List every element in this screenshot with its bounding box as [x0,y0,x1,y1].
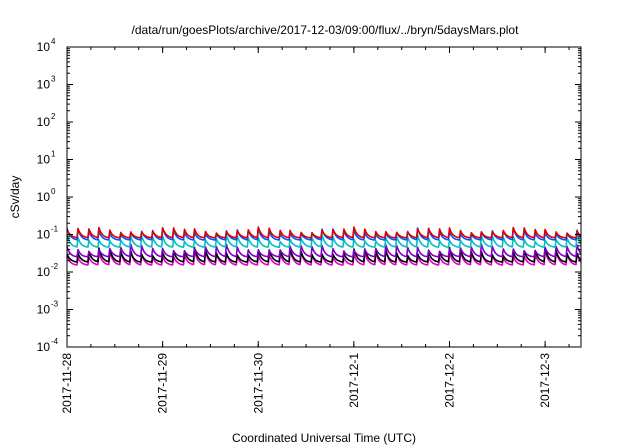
y-tick-exponent: -1 [51,225,59,234]
y-tick-label: 10 [37,228,51,242]
series-line [66,243,582,258]
x-axis-label: Coordinated Universal Time (UTC) [232,431,416,445]
series-line [66,246,582,263]
y-tick-label: 10 [37,115,51,129]
y-axis-label: cSv/day [8,176,22,219]
x-tick-label: 2017-11-30 [251,353,265,414]
y-tick-exponent: 3 [51,75,56,84]
x-tick-label: 2017-11-29 [156,353,170,414]
series-line [66,226,582,239]
x-tick-label: 2017-12-2 [443,353,457,408]
y-tick-label: 10 [37,190,51,204]
y-tick-label: 10 [37,153,51,167]
y-tick-exponent: 4 [51,37,56,46]
y-tick-label: 10 [37,265,51,279]
y-tick-exponent: -4 [51,337,59,346]
series-layer [66,226,582,266]
y-tick-exponent: -3 [51,300,59,309]
x-tick-label: 2017-11-28 [60,353,74,414]
y-tick-exponent: 1 [51,150,56,159]
x-tick-label: 2017-12-1 [347,353,361,408]
plot-frame [66,46,582,348]
y-tick-exponent: -2 [51,262,59,271]
y-tick-label: 10 [37,40,51,54]
y-tick-exponent: 0 [51,187,56,196]
x-tick-label: 2017-12-3 [538,353,552,408]
y-tick-label: 10 [37,78,51,92]
chart-title: /data/run/goesPlots/archive/2017-12-03/0… [132,23,520,37]
y-tick-label: 10 [37,340,51,354]
y-tick-label: 10 [37,303,51,317]
y-tick-exponent: 2 [51,112,56,121]
